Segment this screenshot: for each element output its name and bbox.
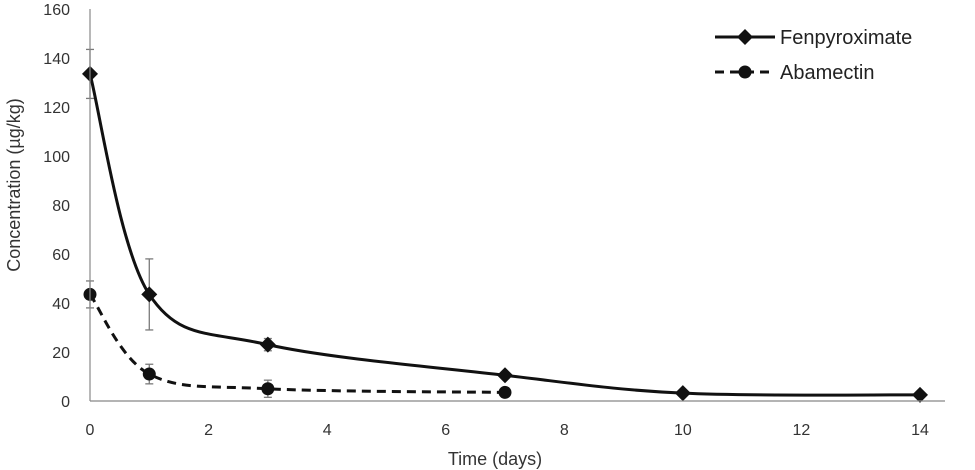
y-tick-label: 140	[43, 51, 70, 68]
x-tick-label: 12	[793, 422, 811, 439]
markers	[82, 65, 928, 403]
x-tick-label: 0	[86, 422, 95, 439]
x-tick-label: 14	[911, 422, 929, 439]
data-point-abamectin	[498, 385, 512, 399]
y-tick-label: 60	[52, 247, 70, 264]
data-point-fenpyroximate	[674, 385, 691, 402]
x-axis-title: Time (days)	[448, 449, 542, 469]
y-tick-labels: 0 20 40 60 80 100 120 140 160	[43, 2, 70, 411]
series-line-fenpyroximate	[88, 73, 921, 397]
legend-item-fenpyroximate: Fenpyroximate	[715, 27, 912, 49]
x-tick-label: 10	[674, 422, 692, 439]
data-point-fenpyroximate	[912, 386, 928, 403]
y-tick-label: 120	[43, 100, 70, 117]
x-tick-label: 2	[204, 422, 213, 439]
y-tick-label: 20	[52, 345, 70, 362]
data-point-fenpyroximate	[259, 336, 276, 353]
y-tick-label: 160	[43, 2, 70, 19]
y-tick-label: 80	[52, 198, 70, 215]
x-tick-labels: 0 2 4 6 8 10 12 14	[86, 422, 929, 439]
y-tick-label: 0	[61, 394, 70, 411]
data-point-abamectin	[142, 367, 156, 381]
error-bars	[86, 48, 924, 398]
y-tick-label: 40	[52, 296, 70, 313]
legend-marker-abamectin	[738, 65, 752, 79]
legend: Fenpyroximate Abamectin	[715, 27, 912, 84]
legend-label-fenpyroximate: Fenpyroximate	[780, 27, 912, 49]
x-tick-label: 6	[441, 422, 450, 439]
y-axis-title: Concentration (µg/kg)	[4, 98, 24, 271]
series-lines	[88, 73, 921, 397]
data-point-fenpyroximate	[141, 286, 158, 303]
legend-marker-abamectin	[738, 65, 752, 79]
legend-marker-fenpyroximate	[737, 29, 753, 45]
data-point-fenpyroximate	[497, 367, 513, 384]
legend-marker-fenpyroximate	[737, 29, 753, 45]
data-point-abamectin	[261, 382, 275, 396]
legend-label-abamectin: Abamectin	[780, 62, 875, 84]
x-tick-label: 4	[323, 422, 332, 439]
y-tick-label: 100	[43, 149, 70, 166]
x-tick-label: 8	[560, 422, 569, 439]
legend-item-abamectin: Abamectin	[715, 62, 875, 84]
